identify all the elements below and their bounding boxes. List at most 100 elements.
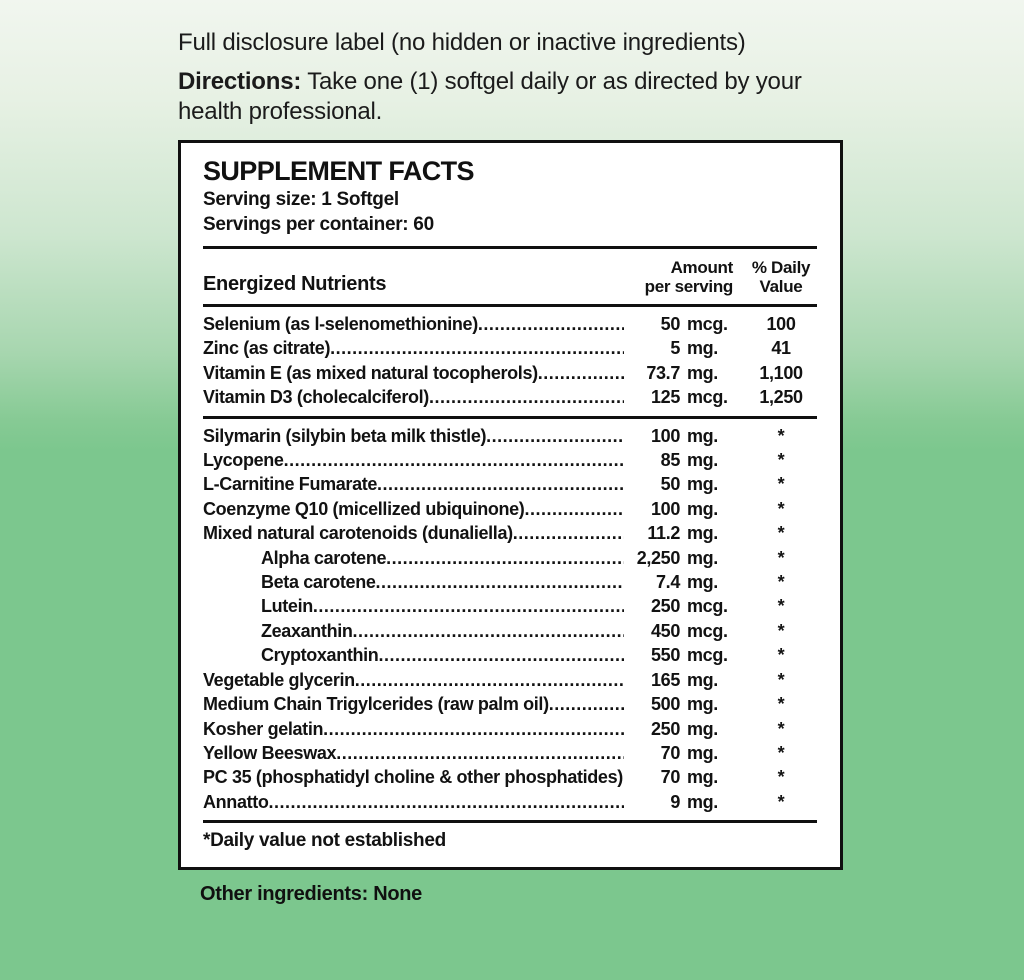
nutrient-amount: 100 <box>651 498 680 519</box>
nutrient-daily-value: * <box>777 767 785 788</box>
nutrient-daily-value: 41 <box>771 338 791 359</box>
nutrient-row: Zeaxanthin 450 mcg. * <box>203 619 817 643</box>
top-copy: Full disclosure label (no hidden or inac… <box>0 0 866 127</box>
nutrient-daily-value: * <box>777 425 785 446</box>
header-amount-line1: Amount <box>670 258 734 277</box>
nutrient-daily-value: 1,100 <box>759 362 803 383</box>
divider <box>203 820 817 824</box>
nutrient-name: Lutein <box>261 596 313 617</box>
header-dv-line1: % Daily <box>751 258 811 277</box>
dot-leader <box>336 741 624 765</box>
header-daily-value: % Daily Value <box>745 258 817 296</box>
supplement-facts-panel: SUPPLEMENT FACTS Serving size: 1 Softgel… <box>178 140 843 871</box>
nutrient-unit: mg. <box>687 742 718 763</box>
header-dv-line2: Value <box>759 277 803 296</box>
nutrient-daily-value: * <box>777 498 785 519</box>
dot-leader <box>524 497 624 521</box>
nutrient-daily-value: * <box>777 791 785 812</box>
nutrient-row: Silymarin (silybin beta milk thistle) 100… <box>203 424 817 448</box>
nutrient-amount: 500 <box>651 694 680 715</box>
dot-leader <box>376 570 625 594</box>
header-nutrients: Energized Nutrients <box>203 273 387 295</box>
nutrient-amount: 100 <box>651 425 680 446</box>
dot-leader <box>478 312 624 336</box>
nutrient-unit: mg. <box>687 338 718 359</box>
directions-body: Take one (1) softgel daily or as directe… <box>178 68 802 125</box>
servings-per-container: Servings per container: 60 <box>203 214 434 235</box>
nutrient-amount: 50 <box>660 314 681 334</box>
dot-leader <box>513 521 624 545</box>
nutrient-row: Medium Chain Trigylcerides (raw palm oil… <box>203 692 817 716</box>
nutrient-amount: 250 <box>651 596 680 617</box>
directions-label: Directions: <box>178 68 302 95</box>
nutrient-name: Zinc (as citrate) <box>203 338 331 359</box>
dot-leader <box>323 717 624 741</box>
nutrient-row: Annatto 9 mg. * <box>203 790 817 814</box>
nutrient-amount: 125 <box>651 387 680 408</box>
nutrient-row: Zinc (as citrate) 5 mg. 41 <box>203 336 817 360</box>
serving-size: Serving size: 1 Softgel <box>203 189 399 210</box>
nutrient-unit: mg. <box>687 547 718 568</box>
nutrient-row: Vegetable glycerin 165 mg. * <box>203 668 817 692</box>
nutrient-amount: 73.7 <box>646 362 680 383</box>
nutrient-rows-group-2: Silymarin (silybin beta milk thistle) 100… <box>203 419 817 821</box>
nutrient-name: Alpha carotene <box>261 547 387 568</box>
nutrient-amount: 5 <box>670 338 680 359</box>
nutrient-amount: 9 <box>670 791 680 812</box>
nutrient-name: Yellow Beeswax <box>203 742 337 763</box>
nutrient-name: Coenzyme Q10 (micellized ubiquinone) <box>203 498 525 519</box>
nutrient-daily-value: * <box>777 742 785 763</box>
nutrient-row: Cryptoxanthin 550 mcg. * <box>203 643 817 667</box>
nutrient-amount: 70 <box>660 742 681 763</box>
nutrient-amount: 250 <box>651 718 680 739</box>
nutrient-row: Beta carotene 7.4 mg. * <box>203 570 817 594</box>
daily-value-footnote: *Daily value not established <box>203 830 446 852</box>
nutrient-daily-value: 100 <box>766 314 796 334</box>
dot-leader <box>353 619 624 643</box>
nutrient-row: Vitamin E (as mixed natural tocopherols)… <box>203 361 817 385</box>
other-ingredients: Other ingredients: None <box>200 883 423 906</box>
nutrient-unit: mcg. <box>687 620 728 641</box>
nutrient-amount: 85 <box>660 450 681 471</box>
dot-leader <box>269 790 624 814</box>
directions-paragraph: Directions: Take one (1) softgel daily o… <box>178 67 860 127</box>
nutrient-amount: 50 <box>660 474 681 495</box>
nutrient-row: Yellow Beeswax 70 mg. * <box>203 741 817 765</box>
nutrient-row: Mixed natural carotenoids (dunaliella) 11… <box>203 521 817 545</box>
nutrient-name: Lycopene <box>203 450 284 471</box>
nutrient-amount: 70 <box>660 767 681 788</box>
nutrient-unit: mg. <box>687 791 718 812</box>
nutrient-daily-value: * <box>777 620 785 641</box>
dot-leader <box>284 448 624 472</box>
nutrient-amount: 11.2 <box>647 523 680 544</box>
nutrient-daily-value: * <box>777 718 785 739</box>
nutrient-row: Alpha carotene 2,250 mg. * <box>203 546 817 570</box>
dot-leader <box>538 361 624 385</box>
panel-title: SUPPLEMENT FACTS <box>203 156 475 186</box>
nutrient-amount: 7.4 <box>656 572 680 593</box>
nutrient-name: Silymarin (silybin beta milk thistle) <box>203 425 487 446</box>
nutrient-daily-value: * <box>777 572 785 593</box>
nutrient-daily-value: * <box>777 474 785 495</box>
nutrient-name: Vitamin E (as mixed natural tocopherols) <box>203 362 538 383</box>
nutrient-row: Vitamin D3 (cholecalciferol) 125 mcg. 1,250 <box>203 385 817 409</box>
nutrient-unit: mg. <box>687 450 718 471</box>
nutrient-name: Vegetable glycerin <box>203 669 355 690</box>
nutrient-row: Lutein 250 mcg. * <box>203 594 817 618</box>
nutrient-unit: mg. <box>687 523 718 544</box>
nutrient-row: L-Carnitine Fumarate 50 mg. * <box>203 472 817 496</box>
dot-leader <box>429 385 624 409</box>
dot-leader <box>330 336 624 360</box>
nutrient-amount: 2,250 <box>636 547 681 568</box>
nutrient-name: Kosher gelatin <box>203 718 324 739</box>
divider <box>203 415 817 419</box>
nutrient-name: Annatto <box>203 791 269 812</box>
nutrient-unit: mcg. <box>687 387 728 408</box>
nutrient-unit: mg. <box>687 694 718 715</box>
dot-leader <box>313 594 624 618</box>
nutrient-row: Lycopene 85 mg. * <box>203 448 817 472</box>
header-amount: Amount per serving <box>624 258 734 296</box>
nutrient-unit: mg. <box>687 498 718 519</box>
nutrient-name: Beta carotene <box>261 572 376 593</box>
dot-leader <box>377 472 624 496</box>
